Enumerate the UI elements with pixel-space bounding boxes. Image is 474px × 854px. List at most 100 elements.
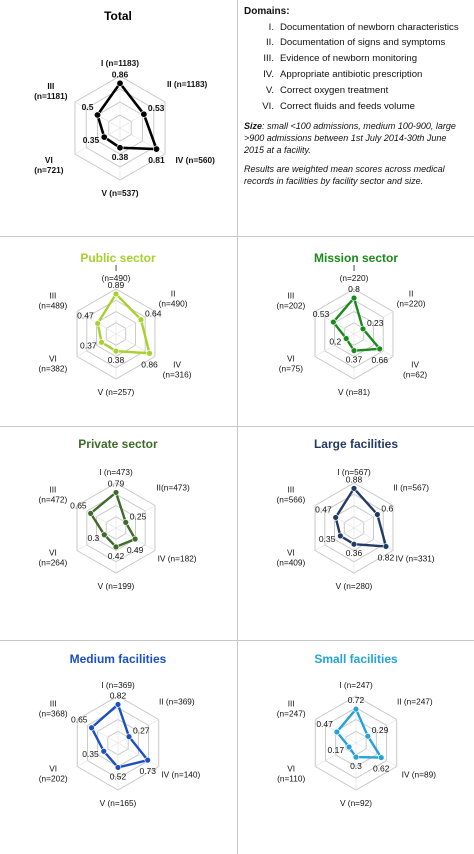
legend-item: IV. Appropriate antibiotic prescription bbox=[263, 69, 423, 81]
radar-point bbox=[137, 316, 145, 323]
axis-label: II (n=220) bbox=[397, 289, 426, 309]
radar-point bbox=[359, 325, 367, 333]
axis-label: I (n=220) bbox=[340, 263, 369, 283]
radar-point bbox=[140, 110, 148, 118]
axis-label: II (n=247) bbox=[397, 697, 433, 707]
radar-point bbox=[352, 753, 360, 761]
radar-point bbox=[350, 347, 358, 354]
value-label: 0.53 bbox=[313, 309, 330, 319]
radar-chart: 0.72 0.29 0.62 0.3 0.17 0.47 I (n=247) II (n=24… bbox=[277, 680, 436, 808]
radar-point bbox=[131, 535, 139, 543]
value-label: 0.35 bbox=[319, 534, 336, 544]
axis-label: I (n=1183) bbox=[101, 58, 139, 68]
legend-item: II. Documentation of signs and symptoms bbox=[266, 37, 446, 49]
axis-label: V (n=257) bbox=[98, 387, 135, 397]
axis-label: IV (n=316) bbox=[163, 360, 192, 380]
value-label: 0.79 bbox=[108, 478, 125, 488]
value-label: 0.35 bbox=[83, 135, 100, 145]
chart-title: Private sector bbox=[78, 437, 158, 451]
axis-label: I (n=473) bbox=[99, 467, 133, 477]
legend-item: III. Evidence of newborn monitoring bbox=[263, 53, 418, 65]
value-label: 0.37 bbox=[80, 340, 97, 350]
radar-point bbox=[93, 111, 101, 119]
radar-series-line bbox=[96, 292, 151, 355]
radar-point bbox=[345, 743, 353, 751]
radar-spoke bbox=[76, 333, 117, 357]
radar-point bbox=[146, 350, 153, 357]
radar-panel-public: 0.89 0.64 0.86 0.38 0.37 0.47 I (n=490) II (n=490… bbox=[0, 237, 236, 426]
axis-label: III (n=489) bbox=[38, 291, 67, 311]
axis-label: VI (n=110) bbox=[277, 764, 305, 784]
value-label: 0.86 bbox=[112, 69, 129, 79]
radar-point bbox=[122, 519, 129, 526]
chart-title: Large facilities bbox=[313, 437, 399, 451]
separator-v1 bbox=[237, 0, 238, 854]
axis-label: II (n=567) bbox=[393, 483, 429, 493]
radar-point bbox=[112, 290, 120, 298]
value-label: 0.23 bbox=[367, 318, 384, 328]
chart-title: Public sector bbox=[80, 251, 156, 265]
axis-label: IV (n=140) bbox=[161, 770, 200, 780]
value-label: 0.2 bbox=[329, 337, 341, 347]
axis-label: V (n=537) bbox=[101, 188, 138, 198]
axis-label: V (n=280) bbox=[336, 581, 373, 591]
axis-label: II (n=369) bbox=[159, 697, 195, 707]
chart-title: Small facilities bbox=[314, 652, 398, 666]
radar-chart: 0.86 0.53 0.81 0.38 0.35 0.5 I (n=1183) II (n=1… bbox=[34, 58, 215, 198]
radar-point bbox=[376, 345, 383, 353]
value-label: 0.38 bbox=[108, 355, 125, 365]
radar-point bbox=[364, 732, 372, 740]
value-label: 0.49 bbox=[127, 545, 144, 555]
value-label: 0.47 bbox=[316, 719, 333, 729]
radar-panel-mission: 0.8 0.23 0.66 0.37 0.2 0.53 I (n=220) II (n=220) I… bbox=[238, 237, 474, 426]
value-label: 0.81 bbox=[148, 155, 165, 165]
radar-spoke bbox=[355, 719, 397, 744]
radar-point bbox=[374, 511, 381, 518]
axis-label: I (n=567) bbox=[337, 467, 371, 477]
radar-point bbox=[98, 339, 105, 346]
value-label: 0.73 bbox=[139, 766, 156, 776]
axis-label: IV (n=62) bbox=[403, 360, 427, 380]
value-label: 0.53 bbox=[148, 103, 165, 113]
value-label: 0.65 bbox=[71, 715, 88, 725]
radar-spoke bbox=[74, 127, 121, 155]
radar-point bbox=[112, 347, 120, 355]
radar-point bbox=[125, 733, 133, 740]
value-label: 0.3 bbox=[350, 761, 362, 771]
radar-point bbox=[112, 489, 120, 496]
radar-point bbox=[100, 748, 107, 755]
radar-point bbox=[100, 133, 108, 141]
value-label: 0.38 bbox=[112, 152, 129, 162]
radar-spoke bbox=[77, 719, 119, 744]
axis-label: III (n=1181) bbox=[34, 81, 68, 101]
value-label: 0.29 bbox=[372, 725, 389, 735]
radar-point bbox=[88, 724, 95, 731]
radar-chart: 0.82 0.27 0.73 0.52 0.35 0.65 I (n=369) II (n=3… bbox=[39, 680, 201, 808]
radar-point bbox=[94, 320, 101, 327]
value-label: 0.86 bbox=[141, 359, 158, 369]
value-label: 0.82 bbox=[110, 690, 127, 700]
radar-chart: 0.89 0.64 0.86 0.38 0.37 0.47 I (n=490) II (n=490… bbox=[38, 263, 192, 397]
radar-point bbox=[343, 335, 350, 342]
radar-point bbox=[378, 754, 385, 761]
value-label: 0.25 bbox=[130, 511, 147, 521]
domains-legend: Domains: I. Documentation of newborn char… bbox=[238, 0, 474, 236]
legend-item: VI. Correct fluids and feeds volume bbox=[262, 101, 415, 113]
radar-spoke bbox=[117, 719, 159, 744]
axis-label: VI (n=721) bbox=[34, 155, 64, 175]
value-label: 0.35 bbox=[82, 749, 99, 759]
radar-point bbox=[116, 144, 124, 152]
value-label: 0.6 bbox=[381, 504, 393, 514]
value-label: 0.5 bbox=[82, 102, 94, 112]
legend-title: Domains: bbox=[244, 6, 290, 17]
radar-spoke bbox=[76, 505, 117, 529]
axis-label: II (n=490) bbox=[159, 289, 188, 309]
radar-panel-total: 0.86 0.53 0.81 0.38 0.35 0.5 I (n=1183) II (n=1… bbox=[0, 0, 236, 236]
axis-label: IV (n=182) bbox=[158, 554, 197, 564]
radar-panel-large: 0.88 0.6 0.82 0.36 0.35 0.47 I (n=567) II (n=56… bbox=[238, 427, 474, 640]
value-label: 0.47 bbox=[77, 310, 94, 320]
radar-spoke bbox=[117, 742, 159, 767]
value-label: 0.62 bbox=[373, 764, 390, 774]
value-label: 0.82 bbox=[378, 552, 395, 562]
radar-panel-small: 0.72 0.29 0.62 0.3 0.17 0.47 I (n=247) II (n=24… bbox=[238, 641, 474, 854]
